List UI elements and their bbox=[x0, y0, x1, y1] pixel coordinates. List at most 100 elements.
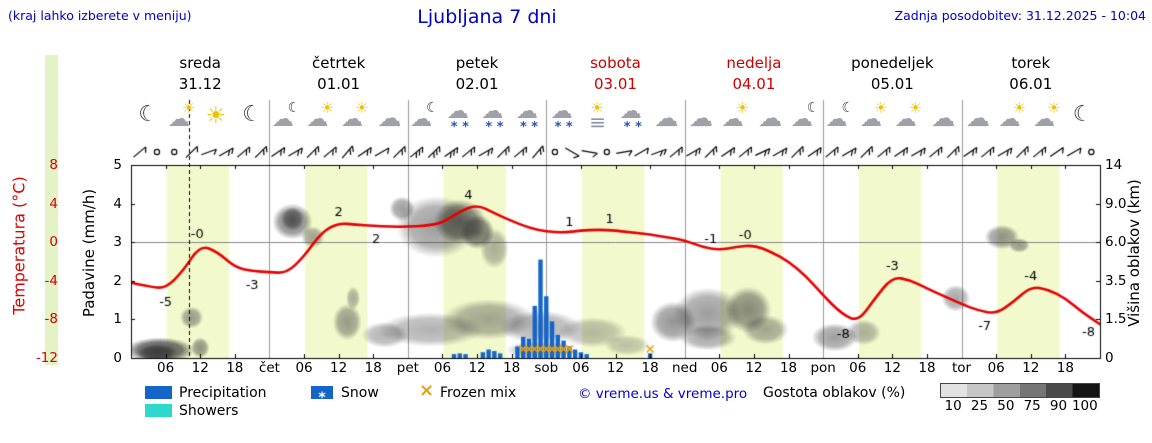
glyph: * * bbox=[554, 120, 573, 135]
frozen-mix-icon: × bbox=[419, 380, 435, 401]
cloud-height-tick: 14 bbox=[1105, 157, 1123, 173]
glyph: ☁ bbox=[481, 99, 504, 124]
glyph: ☁ bbox=[790, 107, 813, 132]
temperature-tick: -12 bbox=[35, 350, 58, 366]
glyph: ☀ bbox=[1047, 99, 1061, 117]
glyph: ☁ bbox=[931, 104, 956, 132]
legend-snow-label: Snow bbox=[341, 385, 379, 401]
glyph: ☀ bbox=[205, 103, 227, 129]
glyph: ☀ bbox=[590, 99, 604, 117]
glyph: ☁ bbox=[340, 107, 363, 132]
cloud-icon: ☁ bbox=[685, 101, 719, 139]
day-name-četrtek: četrtek bbox=[311, 54, 366, 72]
glyph: ☾ bbox=[806, 100, 820, 116]
moon-icon: ☾ bbox=[235, 101, 269, 139]
temperature-tick: 0 bbox=[49, 234, 58, 251]
precipitation-tick: 4 bbox=[113, 195, 122, 212]
legend-precipitation-label: Precipitation bbox=[179, 385, 267, 401]
cloud-sun-icon: ☀ ☁ bbox=[858, 101, 892, 139]
snowflake-icon: * bbox=[318, 390, 326, 406]
snow-cloud-icon: ☁ * * bbox=[512, 101, 546, 139]
glyph: ☀ bbox=[1012, 99, 1026, 117]
cloud-icon: ☁ bbox=[374, 101, 408, 139]
x-hour-label: 12 bbox=[191, 360, 209, 376]
snow-cloud-icon: ☁ * * bbox=[616, 101, 650, 139]
cloud-height-tick: 9.0 bbox=[1105, 195, 1127, 212]
day-date-03.01: 03.01 bbox=[594, 75, 637, 93]
glyph: ☁ bbox=[998, 107, 1021, 132]
day-name-ponedeljek: ponedeljek bbox=[851, 54, 934, 72]
copyright-link[interactable]: © vreme.us & vreme.pro bbox=[578, 386, 748, 402]
precipitation-tick: 5 bbox=[113, 157, 122, 173]
x-hour-label: 18 bbox=[364, 360, 382, 376]
x-hour-label: 12 bbox=[330, 360, 348, 376]
cloud-sun-icon: ☀ ☁ bbox=[720, 101, 754, 139]
x-day-label: čet bbox=[258, 360, 280, 376]
cloud-icon: ☁ bbox=[962, 101, 996, 139]
density-tick: 90 bbox=[1049, 398, 1068, 414]
glyph: ☁ bbox=[306, 107, 329, 132]
x-hour-label: 18 bbox=[226, 360, 244, 376]
day-date-05.01: 05.01 bbox=[870, 75, 914, 93]
x-hour-label: 12 bbox=[606, 360, 625, 376]
day-name-sobota: sobota bbox=[590, 54, 641, 72]
day-name-nedelja: nedelja bbox=[726, 54, 782, 72]
day-date-04.01: 04.01 bbox=[732, 75, 776, 93]
glyph: ☀ bbox=[181, 99, 196, 117]
glyph: ☾ bbox=[242, 102, 262, 127]
x-day-label: pon bbox=[810, 360, 836, 376]
x-hour-label: 06 bbox=[710, 360, 728, 376]
glyph: ☁ bbox=[515, 99, 538, 124]
glyph: ☾ bbox=[1072, 102, 1093, 127]
precipitation-swatch bbox=[145, 386, 172, 399]
glyph: ☀ bbox=[320, 99, 334, 117]
glyph: * * bbox=[519, 120, 539, 135]
x-hour-label: 18 bbox=[918, 360, 936, 376]
moon-icon: ☾ bbox=[131, 101, 165, 139]
x-hour-label: 12 bbox=[468, 360, 486, 376]
moon-cloud-icon: ☾ ☁ bbox=[408, 101, 442, 139]
day-date-31.12: 31.12 bbox=[178, 75, 222, 93]
sun-icon: ☀ bbox=[201, 101, 235, 139]
density-tick: 10 bbox=[944, 398, 962, 414]
glyph: ☁ bbox=[167, 107, 190, 132]
cloud-density-colorbar bbox=[940, 383, 1100, 398]
left-color-strip bbox=[45, 55, 58, 365]
glyph: ☁ bbox=[894, 107, 917, 132]
x-hour-label: 18 bbox=[1056, 360, 1074, 376]
day-name-torek: torek bbox=[1011, 54, 1051, 72]
temperature-tick: -8 bbox=[44, 311, 58, 328]
x-hour-label: 06 bbox=[295, 360, 313, 376]
cloud-icon: ☁ bbox=[650, 101, 684, 139]
x-day-label: sob bbox=[534, 360, 559, 376]
glyph: ☁ bbox=[860, 107, 883, 132]
glyph: ☁ bbox=[377, 104, 402, 132]
glyph: ☾ bbox=[841, 100, 854, 116]
precipitation-tick: 0 bbox=[113, 350, 122, 366]
snow-cloud-icon: ☁ * * bbox=[547, 101, 581, 139]
x-hour-label: 06 bbox=[572, 360, 590, 376]
density-tick: 25 bbox=[970, 398, 989, 414]
snow-swatch: * bbox=[311, 386, 333, 405]
x-day-label: pet bbox=[396, 360, 419, 376]
glyph: ☁ bbox=[1033, 107, 1056, 132]
fog-sun-icon: ☀ ≡ bbox=[581, 101, 615, 139]
x-hour-label: 12 bbox=[883, 360, 901, 376]
glyph: ☁ bbox=[271, 107, 294, 132]
glyph: ☁ bbox=[965, 104, 990, 132]
glyph: * * bbox=[623, 120, 642, 135]
x-hour-label: 06 bbox=[849, 360, 867, 376]
density-tick: 100 bbox=[1071, 398, 1098, 414]
glyph: ☁ bbox=[410, 107, 433, 132]
glyph: ☀ bbox=[908, 99, 923, 117]
moon-cloud-icon: ☾ ☁ bbox=[270, 101, 304, 139]
moon-icon: ☾ bbox=[1066, 101, 1100, 139]
showers-swatch bbox=[145, 404, 172, 417]
x-hour-label: 18 bbox=[503, 360, 521, 376]
moon-cloud-icon: ☾ ☁ bbox=[823, 101, 857, 139]
precipitation-tick: 1 bbox=[113, 311, 122, 328]
glyph: ☁ bbox=[721, 107, 744, 132]
density-tick: 75 bbox=[1023, 398, 1041, 414]
